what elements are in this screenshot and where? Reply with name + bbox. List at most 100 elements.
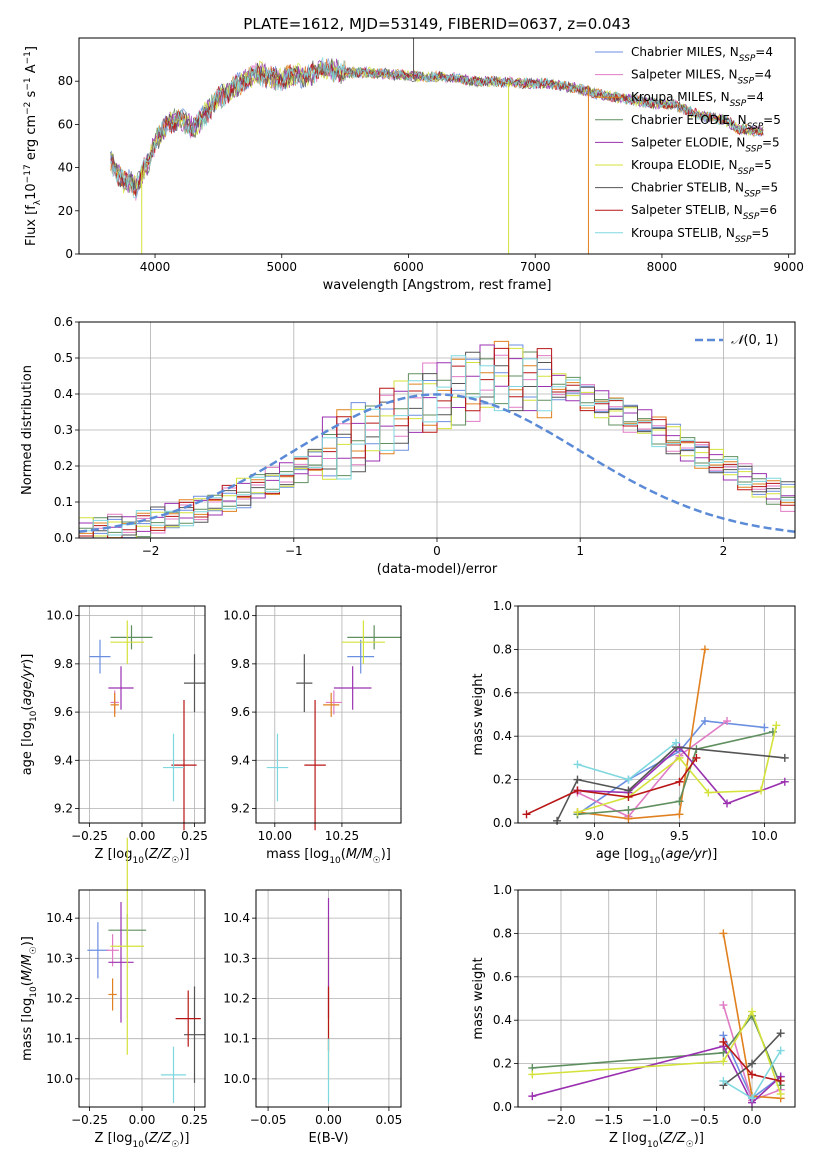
axes-frame [78,605,206,824]
y-tick-label: 10.4 [46,911,73,925]
y-tick-label: 9.4 [231,753,250,767]
y-tick-label: 10.0 [46,609,73,623]
y-tick-label: 9.8 [231,657,250,671]
x-tick-label: 10.25 [325,829,359,843]
x-axis-label: E(B-V) [308,1131,348,1146]
y-tick-label: 0.8 [493,926,512,940]
axes-frame [78,37,796,255]
y-tick-label: 9.6 [54,705,73,719]
weight_vs_age-panel: 9.0 9.5 10.0 0.0 0.2 0.4 0.6 0.8 1.0 age [log10(a… [471,599,796,866]
x-tick-label: −1.0 [642,1113,671,1127]
y-axis-label: mass weight [471,957,486,1039]
y-tick-label: 9.2 [231,802,250,816]
axes-frame [255,889,402,1108]
spectrum-line-kroupa_stelib [110,56,764,199]
y-tick-label: 1.0 [493,883,512,897]
spectrum-line-salpeter_stelib [110,62,764,196]
y-tick-label: 0.6 [54,315,73,329]
x-tick-label: 7000 [520,260,551,274]
histogram-kroupa_elodie [79,347,795,538]
histogram-salpeter_stelib [79,347,795,538]
histogram-kroupa_miles [79,340,795,538]
y-tick-label: 10.0 [46,1072,73,1086]
x-tick-label: −0.05 [250,1113,287,1127]
legend-label-salpeter_miles: Salpeter MILES, NSSP=4 [631,68,772,87]
x-tick-label: 4000 [140,260,171,274]
x-tick-label: −0.25 [71,1113,108,1127]
y-tick-label: 10.2 [46,992,73,1006]
y-tick-label: 10.0 [223,1072,250,1086]
y-tick-label: 0.4 [493,729,512,743]
x-tick-label: 2 [720,544,728,558]
y-tick-label: 10.1 [223,1032,250,1046]
legend-label-chabrier_elodie: Chabrier ELODIE, NSSP=5 [631,113,781,132]
weight_vs_z-panel: −2.0 −1.5 −1.0 −0.5 0.0 0.0 0.2 0.4 0.6 0.8 1.0 Z [… [471,883,796,1150]
legend-label-salpeter_stelib: Salpeter STELIB, NSSP=6 [631,203,777,222]
legend-label-kroupa_stelib: Kroupa STELIB, NSSP=5 [631,226,769,245]
x-tick-label: −0.5 [690,1113,719,1127]
x-axis-label: wavelength [Angstrom, rest frame] [323,278,552,293]
x-tick-label: 0.00 [129,1113,156,1127]
x-tick-label: 8000 [647,260,678,274]
x-tick-label: −2.0 [546,1113,575,1127]
y-axis-label: age [log10(age/yr)] [20,654,39,776]
y-tick-label: 0.1 [54,495,73,509]
residuals-panel: −2 −1 0 1 2 0.0 0.1 0.2 0.3 0.4 0.5 0.6 (data-model)… [20,315,796,577]
weight-line-kroupa_elodie [577,725,778,813]
x-axis-label: Z [log10(Z/Z☉)] [95,847,190,866]
y-tick-label: 0.5 [54,351,73,365]
y-axis-label: mass [log10(M/M☉)] [20,936,39,1061]
y-tick-label: 9.8 [54,657,73,671]
x-tick-label: −2 [142,544,160,558]
x-axis-label: Z [log10(Z/Z☉)] [609,1131,704,1150]
weight-line-kroupa_miles [577,649,706,820]
legend-label-chabrier_stelib: Chabrier STELIB, NSSP=5 [631,181,778,200]
y-tick-label: 40 [58,161,73,175]
y-axis-label: Normed distribution [20,365,35,495]
y-tick-label: 80 [58,74,73,88]
y-tick-label: 9.6 [231,705,250,719]
y-tick-label: 9.4 [54,753,73,767]
histogram-kroupa_stelib [79,355,795,536]
x-tick-label: 9.5 [670,829,689,843]
y-tick-label: 10.4 [223,911,250,925]
y-tick-label: 10.1 [46,1032,73,1046]
y-tick-label: 0.0 [54,531,73,545]
y-tick-label: 0.2 [493,773,512,787]
x-tick-label: −0.25 [71,829,108,843]
x-tick-label: 10.0 [751,829,778,843]
x-tick-label: 9.0 [585,829,604,843]
y-tick-label: 0.0 [493,816,512,830]
histogram-chabrier_miles [79,344,795,538]
y-tick-label: 10.2 [223,992,250,1006]
axes-frame [255,605,402,824]
y-tick-label: 10.0 [223,609,250,623]
x-tick-label: 6000 [393,260,424,274]
residual-histograms [79,340,795,538]
age_vs_mass-panel: 10.00 10.25 9.2 9.4 9.6 9.8 10.0 mass [log10(M/… [223,605,402,866]
x-axis-label: age [log10(age/yr)] [596,847,718,866]
x-tick-label: 0 [433,544,441,558]
y-tick-label: 0.6 [493,970,512,984]
spectrum-panel: 4000 5000 6000 7000 8000 9000 0 20 40 60 80 wavelen… [23,37,804,293]
histogram-salpeter_elodie [79,344,795,538]
weight-line-kroupa_elodie [532,1009,782,1095]
x-tick-label: 0.05 [376,1113,403,1127]
y-tick-label: 0.2 [54,459,73,473]
legend-label-salpeter_elodie: Salpeter ELODIE, NSSP=5 [631,135,780,154]
legend-label-kroupa_miles: Kroupa MILES, NSSP=4 [631,90,764,109]
mass_vs_ebv-panel: −0.05 0.00 0.05 10.0 10.1 10.2 10.3 10.4 E(B-V) [223,889,403,1146]
axes-frame [517,889,796,1108]
x-tick-label: 0.00 [129,829,156,843]
x-axis-label: mass [log10(M/M☉)] [266,847,391,866]
axes-frame [78,889,206,1108]
x-axis-label: (data-model)/error [377,562,498,577]
y-tick-label: 0.3 [54,423,73,437]
panels: 4000 5000 6000 7000 8000 9000020406080wavelen… [20,37,804,1150]
legend-label-chabrier_miles: Chabrier MILES, NSSP=4 [631,45,773,64]
axes-frame [78,321,796,539]
figure-title: PLATE=1612, MJD=53149, FIBERID=0637, z=0… [243,15,630,33]
y-tick-label: 0.8 [493,642,512,656]
y-tick-label: 60 [58,117,73,131]
y-tick-label: 0 [65,247,73,261]
